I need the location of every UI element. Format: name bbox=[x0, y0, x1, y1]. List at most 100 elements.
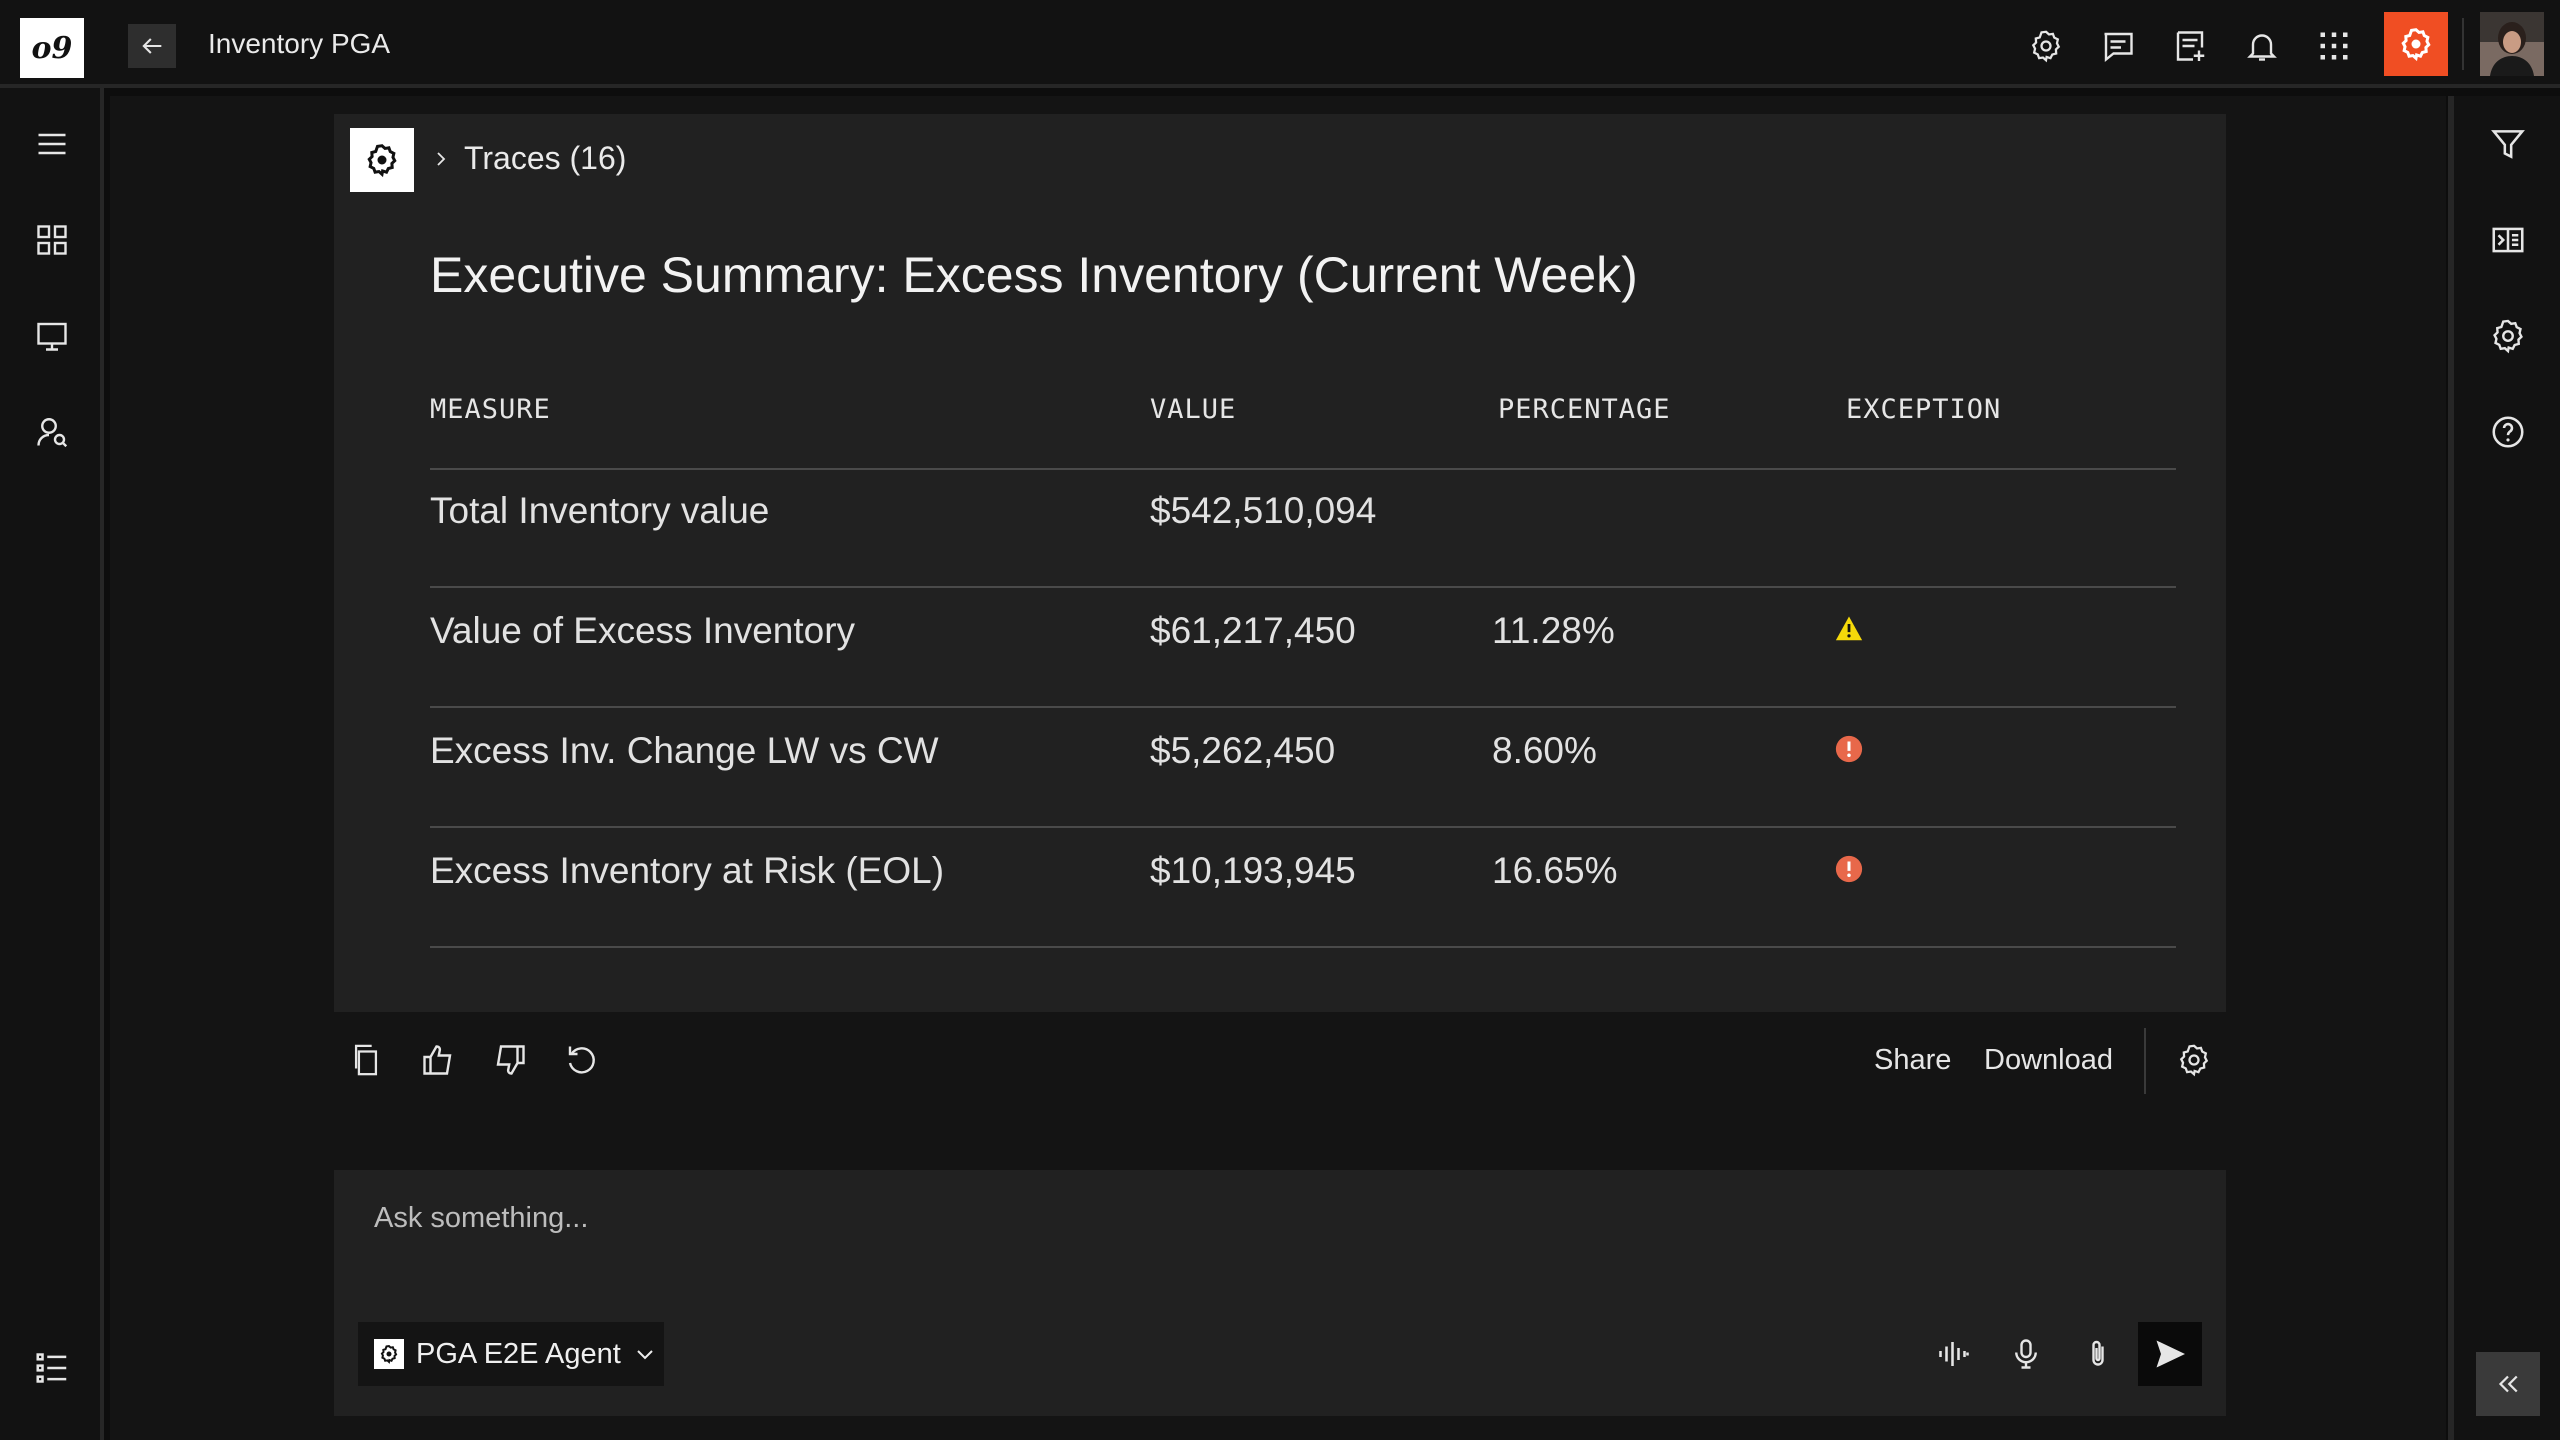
cell-value: $61,217,450 bbox=[1150, 610, 1356, 651]
apps-grid-icon bbox=[2320, 32, 2348, 60]
collapse-left-icon bbox=[2498, 1375, 2518, 1393]
download-button[interactable]: Download bbox=[1984, 1044, 2113, 1076]
note-add-icon bbox=[2176, 31, 2205, 61]
cell-measure: Excess Inventory at Risk (EOL) bbox=[430, 850, 945, 891]
regenerate-icon bbox=[568, 1046, 595, 1074]
app-logo[interactable]: o9 bbox=[20, 18, 84, 78]
dashboard-grid-icon bbox=[37, 225, 67, 255]
traces-toggle[interactable]: Traces (16) bbox=[432, 140, 626, 177]
nav-dashboard-button[interactable] bbox=[28, 216, 76, 264]
settings-icon bbox=[2031, 30, 2061, 63]
filter-icon bbox=[2491, 130, 2525, 159]
send-icon bbox=[2156, 1340, 2185, 1368]
attach-button[interactable] bbox=[2074, 1330, 2122, 1378]
right-rail bbox=[2448, 96, 2560, 1440]
header-note-button[interactable] bbox=[2166, 22, 2214, 70]
panel-toggle-button[interactable] bbox=[2484, 216, 2532, 264]
thumbs-down-button[interactable] bbox=[486, 1036, 534, 1084]
copy-button[interactable] bbox=[342, 1036, 390, 1084]
list-icon bbox=[36, 1353, 67, 1383]
filter-button[interactable] bbox=[2484, 120, 2532, 168]
header-notifications-button[interactable] bbox=[2238, 22, 2286, 70]
left-rail bbox=[0, 88, 104, 1440]
thumbs-down-icon bbox=[496, 1045, 525, 1075]
rail-settings-button[interactable] bbox=[2484, 312, 2532, 360]
menu-icon bbox=[38, 133, 66, 155]
microphone-icon bbox=[2015, 1339, 2037, 1369]
back-button[interactable] bbox=[128, 24, 176, 68]
row-divider bbox=[430, 586, 2176, 588]
audio-wave-icon bbox=[1939, 1342, 1969, 1366]
thumbs-up-button[interactable] bbox=[414, 1036, 462, 1084]
settings-icon bbox=[2179, 1044, 2209, 1077]
traces-label: Traces (16) bbox=[464, 140, 627, 176]
agent-label: PGA E2E Agent bbox=[416, 1337, 621, 1370]
top-bar bbox=[0, 0, 2560, 88]
cell-measure: Value of Excess Inventory bbox=[430, 610, 856, 651]
nav-monitor-button[interactable] bbox=[28, 312, 76, 360]
agent-logo-icon bbox=[367, 144, 397, 178]
monitor-icon bbox=[37, 322, 67, 351]
panel-toggle-icon bbox=[2492, 227, 2524, 253]
user-avatar[interactable] bbox=[2480, 12, 2544, 76]
agent-selector[interactable]: PGA E2E Agent bbox=[358, 1322, 664, 1386]
comment-icon bbox=[2104, 32, 2133, 62]
row-divider bbox=[430, 706, 2176, 708]
help-icon bbox=[2492, 416, 2524, 448]
col-header-percentage: PERCENTAGE bbox=[1498, 394, 1671, 425]
header-comment-button[interactable] bbox=[2094, 22, 2142, 70]
cell-value: $10,193,945 bbox=[1150, 850, 1356, 891]
alert-circle-icon bbox=[1835, 855, 1863, 883]
warning-triangle-icon bbox=[1835, 616, 1863, 641]
avatar-image bbox=[2480, 12, 2544, 76]
nav-menu-button[interactable] bbox=[28, 120, 76, 168]
voice-mode-button[interactable] bbox=[1930, 1330, 1978, 1378]
share-button[interactable]: Share bbox=[1874, 1044, 1952, 1076]
alert-circle-icon bbox=[1835, 735, 1863, 763]
brand-badge-button[interactable] bbox=[2384, 12, 2448, 76]
agent-logo bbox=[350, 128, 414, 192]
response-settings-button[interactable] bbox=[2170, 1036, 2218, 1084]
header-divider bbox=[2462, 18, 2464, 70]
attachment-icon bbox=[2092, 1340, 2104, 1366]
copy-icon bbox=[354, 1044, 378, 1076]
nav-user-button[interactable] bbox=[28, 408, 76, 456]
response-panel bbox=[334, 114, 2226, 1012]
bell-icon bbox=[2247, 34, 2277, 61]
row-divider bbox=[430, 826, 2176, 828]
collapse-panel-button[interactable] bbox=[2476, 1352, 2540, 1416]
header-settings-button[interactable] bbox=[2022, 22, 2070, 70]
col-header-value: VALUE bbox=[1150, 394, 1237, 425]
row-divider bbox=[430, 468, 2176, 470]
logo-text: o9 bbox=[31, 30, 73, 66]
row-divider bbox=[430, 946, 2176, 948]
col-header-measure: MEASURE bbox=[430, 394, 551, 425]
cell-percentage: 8.60% bbox=[1492, 730, 1597, 771]
user-search-icon bbox=[37, 418, 68, 448]
cell-percentage: 16.65% bbox=[1492, 850, 1618, 891]
arrow-left-icon bbox=[142, 38, 162, 54]
app-title: Inventory PGA bbox=[208, 28, 391, 59]
cell-percentage: 11.28% bbox=[1492, 610, 1615, 651]
send-button[interactable] bbox=[2138, 1322, 2202, 1386]
chevron-down-icon bbox=[637, 1350, 653, 1360]
thumbs-up-icon bbox=[423, 1045, 452, 1075]
ask-input[interactable] bbox=[374, 1196, 1574, 1240]
nav-list-button[interactable] bbox=[28, 1344, 76, 1392]
chevron-right-icon bbox=[437, 151, 446, 166]
brand-badge-icon bbox=[2401, 28, 2431, 62]
header-apps-button[interactable] bbox=[2310, 22, 2358, 70]
col-header-exception: EXCEPTION bbox=[1846, 394, 2002, 425]
action-divider bbox=[2144, 1028, 2146, 1094]
cell-value: $542,510,094 bbox=[1150, 490, 1377, 531]
settings-icon bbox=[2493, 319, 2523, 354]
cell-value: $5,262,450 bbox=[1150, 730, 1336, 771]
exception-warning bbox=[1834, 614, 1864, 644]
cell-measure: Total Inventory value bbox=[430, 490, 770, 531]
help-button[interactable] bbox=[2484, 408, 2532, 456]
exception-alert bbox=[1834, 734, 1864, 764]
regenerate-button[interactable] bbox=[558, 1036, 606, 1084]
summary-title: Executive Summary: Excess Inventory (Cur… bbox=[430, 247, 1638, 303]
microphone-button[interactable] bbox=[2002, 1330, 2050, 1378]
cell-measure: Excess Inv. Change LW vs CW bbox=[430, 730, 939, 771]
